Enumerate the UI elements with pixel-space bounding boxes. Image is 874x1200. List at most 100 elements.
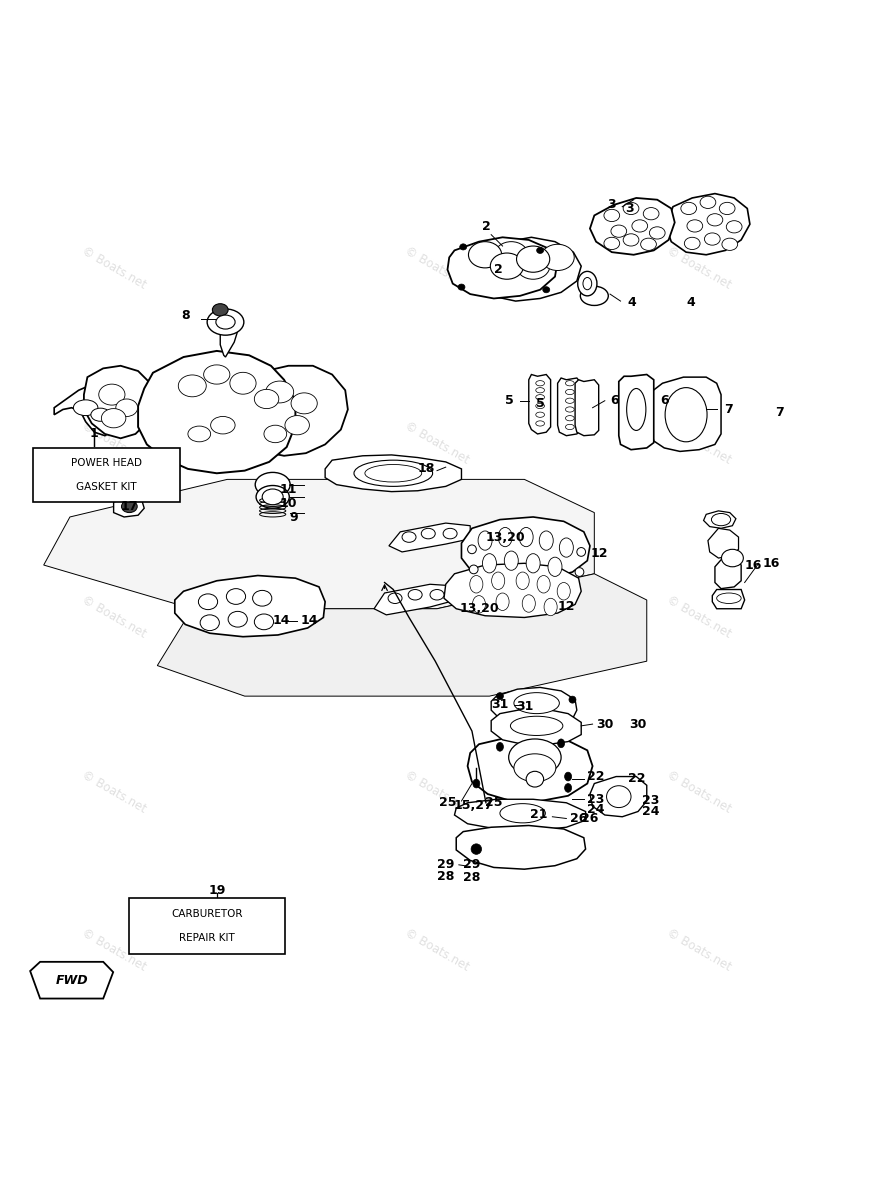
Ellipse shape bbox=[490, 253, 524, 280]
Ellipse shape bbox=[228, 611, 247, 628]
Ellipse shape bbox=[526, 772, 544, 787]
Polygon shape bbox=[529, 374, 551, 434]
Ellipse shape bbox=[538, 576, 551, 593]
Polygon shape bbox=[175, 576, 325, 637]
Ellipse shape bbox=[536, 380, 545, 386]
Ellipse shape bbox=[198, 594, 218, 610]
Text: 31: 31 bbox=[516, 700, 533, 713]
Ellipse shape bbox=[354, 460, 433, 486]
Ellipse shape bbox=[611, 226, 627, 238]
Ellipse shape bbox=[471, 844, 482, 854]
Ellipse shape bbox=[543, 287, 550, 293]
Ellipse shape bbox=[577, 547, 586, 557]
Ellipse shape bbox=[73, 400, 98, 415]
Ellipse shape bbox=[516, 572, 529, 589]
Bar bbox=[129, 898, 285, 954]
Text: © Boats.net: © Boats.net bbox=[80, 419, 148, 467]
Text: © Boats.net: © Boats.net bbox=[80, 594, 148, 641]
Polygon shape bbox=[575, 379, 599, 436]
Text: © Boats.net: © Boats.net bbox=[665, 245, 733, 292]
Ellipse shape bbox=[707, 214, 723, 226]
Ellipse shape bbox=[565, 398, 574, 403]
Ellipse shape bbox=[482, 553, 496, 572]
Text: 14: 14 bbox=[273, 614, 290, 628]
Text: 29: 29 bbox=[463, 858, 481, 871]
Text: © Boats.net: © Boats.net bbox=[665, 419, 733, 467]
Ellipse shape bbox=[254, 614, 274, 630]
Text: 10: 10 bbox=[280, 497, 297, 510]
Text: 16: 16 bbox=[762, 557, 780, 570]
Ellipse shape bbox=[700, 197, 716, 209]
Text: © Boats.net: © Boats.net bbox=[80, 769, 148, 816]
Text: 8: 8 bbox=[181, 310, 190, 323]
Text: 12: 12 bbox=[591, 547, 608, 560]
Text: 12: 12 bbox=[558, 600, 575, 613]
Ellipse shape bbox=[226, 589, 246, 605]
Polygon shape bbox=[461, 517, 590, 581]
Ellipse shape bbox=[207, 308, 244, 335]
Ellipse shape bbox=[559, 538, 573, 557]
Ellipse shape bbox=[291, 392, 317, 414]
Polygon shape bbox=[138, 350, 295, 473]
Ellipse shape bbox=[365, 464, 422, 482]
Ellipse shape bbox=[285, 415, 309, 434]
Text: © Boats.net: © Boats.net bbox=[403, 926, 471, 973]
Ellipse shape bbox=[711, 514, 731, 526]
Polygon shape bbox=[491, 688, 577, 727]
Text: 5: 5 bbox=[536, 397, 545, 410]
Polygon shape bbox=[220, 320, 238, 358]
Ellipse shape bbox=[558, 739, 565, 748]
Ellipse shape bbox=[726, 221, 742, 233]
Polygon shape bbox=[468, 737, 593, 802]
Ellipse shape bbox=[681, 203, 697, 215]
Ellipse shape bbox=[565, 772, 572, 781]
Ellipse shape bbox=[722, 550, 743, 566]
Ellipse shape bbox=[539, 530, 553, 550]
Polygon shape bbox=[708, 528, 739, 558]
Ellipse shape bbox=[504, 551, 518, 570]
Polygon shape bbox=[715, 558, 741, 589]
Ellipse shape bbox=[632, 220, 648, 232]
Ellipse shape bbox=[204, 365, 230, 384]
Text: REPAIR KIT: REPAIR KIT bbox=[179, 934, 235, 943]
Ellipse shape bbox=[517, 253, 550, 280]
Text: 7: 7 bbox=[775, 406, 784, 419]
Text: 15,27: 15,27 bbox=[454, 799, 494, 812]
Ellipse shape bbox=[469, 565, 478, 574]
Text: © Boats.net: © Boats.net bbox=[665, 926, 733, 973]
Ellipse shape bbox=[558, 582, 570, 600]
Text: 4: 4 bbox=[628, 296, 636, 310]
Text: 9: 9 bbox=[289, 511, 298, 524]
Text: 31: 31 bbox=[491, 698, 509, 712]
Ellipse shape bbox=[565, 784, 572, 792]
Text: 22: 22 bbox=[587, 770, 605, 784]
Text: 23: 23 bbox=[642, 793, 660, 806]
Text: FWD: FWD bbox=[55, 973, 88, 986]
Ellipse shape bbox=[99, 384, 125, 406]
Ellipse shape bbox=[580, 287, 608, 306]
Ellipse shape bbox=[91, 408, 110, 421]
Text: 17: 17 bbox=[121, 500, 138, 512]
Ellipse shape bbox=[526, 553, 540, 572]
Ellipse shape bbox=[519, 528, 533, 547]
Text: © Boats.net: © Boats.net bbox=[403, 594, 471, 641]
Ellipse shape bbox=[565, 380, 574, 386]
Ellipse shape bbox=[188, 426, 211, 442]
Text: POWER HEAD: POWER HEAD bbox=[71, 457, 142, 468]
Text: © Boats.net: © Boats.net bbox=[403, 245, 471, 292]
Ellipse shape bbox=[200, 614, 219, 630]
Ellipse shape bbox=[262, 490, 283, 505]
Polygon shape bbox=[447, 238, 558, 299]
Ellipse shape bbox=[216, 316, 235, 329]
Ellipse shape bbox=[496, 692, 503, 700]
Ellipse shape bbox=[408, 589, 422, 600]
Text: 30: 30 bbox=[629, 718, 647, 731]
Text: 11: 11 bbox=[280, 482, 297, 496]
Polygon shape bbox=[30, 962, 114, 998]
Ellipse shape bbox=[509, 739, 561, 775]
Ellipse shape bbox=[478, 530, 492, 550]
Polygon shape bbox=[454, 799, 586, 830]
Ellipse shape bbox=[473, 595, 486, 613]
Ellipse shape bbox=[643, 208, 659, 220]
Ellipse shape bbox=[684, 238, 700, 250]
